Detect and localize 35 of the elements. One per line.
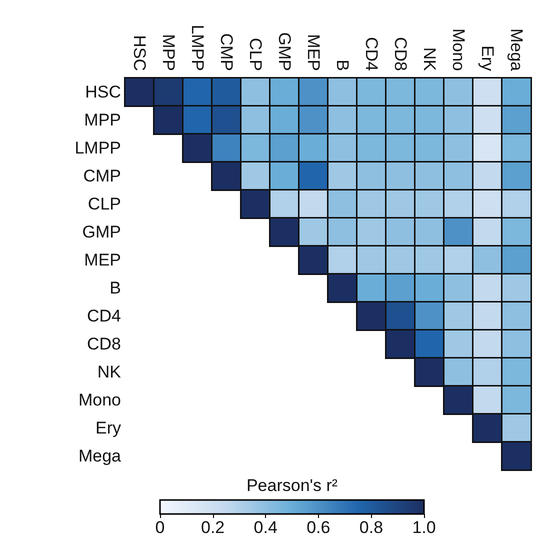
x-tick-label: CD8 xyxy=(391,36,410,71)
color-bar-label: 0.4 xyxy=(254,518,278,537)
x-tick-label: CD4 xyxy=(362,36,381,71)
y-tick-label: CD4 xyxy=(86,306,121,326)
y-tick-label: CD8 xyxy=(86,334,121,354)
x-tick-label: Mega xyxy=(507,28,526,72)
x-tick-label: CLP xyxy=(246,38,265,71)
y-tick-label: LMPP xyxy=(74,138,121,158)
x-tick-label: NK xyxy=(420,47,439,72)
y-tick-label: NK xyxy=(97,362,122,382)
x-tick-label: Ery xyxy=(478,46,497,72)
color-bar-label: 1.0 xyxy=(412,518,436,537)
color-bar-label: 0.2 xyxy=(200,518,225,537)
x-tick-label: MEP xyxy=(304,34,323,71)
y-tick-label: MEP xyxy=(84,250,121,270)
y-tick-label: GMP xyxy=(82,222,121,242)
x-tick-label: MPP xyxy=(159,34,178,71)
x-tick-label: LMPP xyxy=(188,24,207,71)
x-tick-label: HSC xyxy=(130,35,149,71)
x-tick-label: CMP xyxy=(217,33,236,71)
color-bar-label: 0.8 xyxy=(359,518,384,537)
color-bar-label: 0.6 xyxy=(306,518,330,537)
y-tick-label: CMP xyxy=(83,166,121,186)
y-tick-label: CLP xyxy=(88,194,121,214)
x-tick-label: B xyxy=(333,60,352,71)
y-tick-label: HSC xyxy=(85,82,121,102)
y-tick-label: MPP xyxy=(84,110,121,130)
y-tick-label: Mega xyxy=(78,446,122,466)
color-bar-label: 0 xyxy=(155,518,165,537)
color-bar-title: Pearson's r² xyxy=(246,476,338,495)
y-tick-label: Mono xyxy=(78,390,121,410)
x-tick-label: Mono xyxy=(449,28,468,71)
y-tick-label: B xyxy=(110,278,121,298)
x-tick-label: GMP xyxy=(275,32,294,71)
y-tick-label: Ery xyxy=(96,418,122,438)
